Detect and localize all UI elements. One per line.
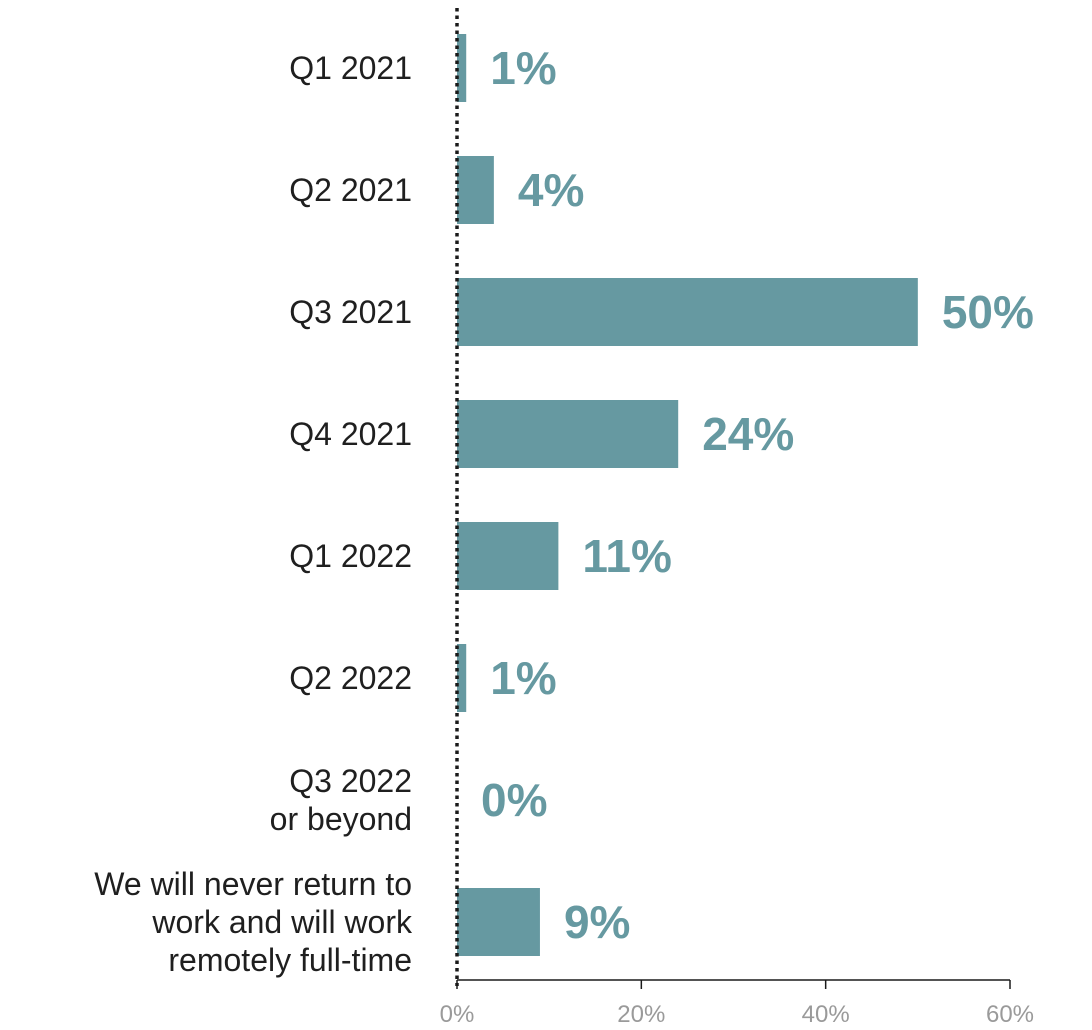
category-label: work and will work <box>151 904 413 940</box>
value-label: 4% <box>518 164 584 216</box>
category-label: Q3 2021 <box>289 294 412 330</box>
category-label: Q1 2021 <box>289 50 412 86</box>
value-label: 0% <box>481 774 547 826</box>
category-label: Q2 2021 <box>289 172 412 208</box>
category-label: Q4 2021 <box>289 416 412 452</box>
value-label: 1% <box>490 652 556 704</box>
bar <box>457 522 559 590</box>
value-label: 50% <box>942 286 1034 338</box>
bar <box>457 34 467 102</box>
x-tick-label: 0% <box>440 1001 475 1028</box>
value-label: 1% <box>490 42 556 94</box>
category-label: or beyond <box>270 801 412 837</box>
bar <box>457 156 494 224</box>
bar <box>457 400 679 468</box>
bar <box>457 888 540 956</box>
x-tick-label: 60% <box>986 1001 1034 1028</box>
value-label: 11% <box>582 530 672 582</box>
category-label: Q1 2022 <box>289 538 412 574</box>
category-label: remotely full-time <box>168 942 412 978</box>
bar <box>457 278 918 346</box>
category-label: Q2 2022 <box>289 660 412 696</box>
value-label: 9% <box>564 896 630 948</box>
value-label: 24% <box>702 408 794 460</box>
category-label: We will never return to <box>94 866 412 902</box>
category-label: Q3 2022 <box>289 763 412 799</box>
x-tick-label: 40% <box>802 1001 850 1028</box>
x-tick-label: 20% <box>617 1001 665 1028</box>
bar <box>457 644 467 712</box>
